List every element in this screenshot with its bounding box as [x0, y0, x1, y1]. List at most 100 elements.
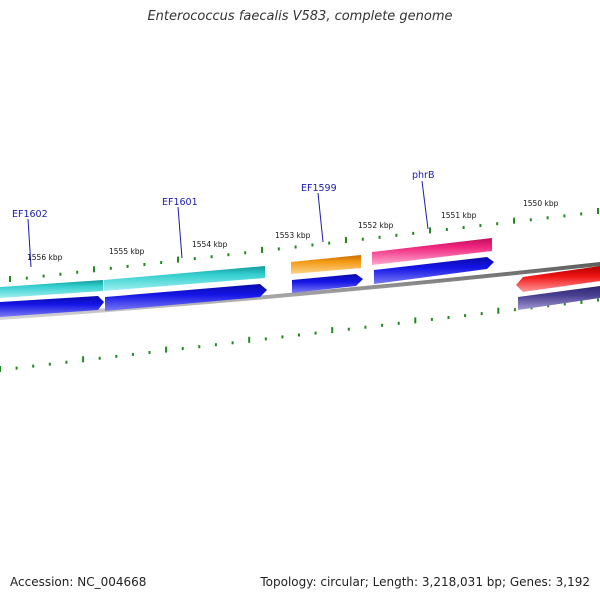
major-tick [9, 276, 11, 282]
minor-tick [361, 237, 364, 241]
minor-tick [314, 331, 317, 335]
minor-tick [513, 308, 516, 312]
tick-label-1550: 1550 kbp [523, 199, 559, 208]
tick-label-1554: 1554 kbp [192, 240, 228, 249]
minor-tick [347, 327, 350, 331]
minor-tick [397, 321, 400, 325]
minor-tick [480, 312, 483, 316]
gene-label-ef1599[interactable]: EF1599 [301, 183, 337, 194]
gene-label-ef1602[interactable]: EF1602 [12, 209, 48, 220]
major-tick [177, 256, 179, 263]
minor-tick [298, 333, 300, 337]
blue-cds-ef1601[interactable] [105, 284, 267, 311]
minor-tick [378, 235, 381, 239]
tick-label-1556: 1556 kbp [27, 253, 63, 262]
minor-tick [15, 366, 18, 370]
minor-tick [210, 255, 213, 259]
minor-tick [546, 216, 549, 220]
minor-tick [148, 351, 151, 354]
minor-tick [109, 266, 112, 270]
major-tick [0, 366, 1, 372]
minor-tick [395, 233, 398, 237]
minor-tick [328, 241, 331, 245]
cyan-feature-ef1602[interactable] [0, 280, 103, 298]
minor-tick [160, 261, 163, 264]
minor-tick [131, 352, 134, 356]
minor-tick [214, 343, 217, 347]
blue-cds-ef1602[interactable] [0, 296, 104, 317]
minor-tick [447, 316, 450, 319]
minor-tick [547, 304, 550, 308]
minor-tick [126, 264, 129, 268]
minor-tick [193, 257, 196, 261]
minor-tick [32, 364, 35, 368]
minor-tick [294, 245, 297, 249]
magenta-feature-phrb[interactable] [372, 238, 492, 265]
orange-feature-ef1599[interactable] [291, 255, 361, 274]
minor-tick [281, 335, 284, 339]
minor-tick [496, 222, 499, 226]
minor-tick [462, 226, 465, 229]
minor-tick [76, 270, 79, 274]
minor-tick [364, 325, 367, 329]
minor-tick [181, 347, 184, 351]
minor-tick [244, 251, 247, 255]
major-tick [513, 217, 515, 224]
minor-tick [464, 314, 467, 318]
purple-cds[interactable] [518, 286, 600, 310]
minor-tick [381, 323, 384, 327]
tick-label-1555: 1555 kbp [109, 247, 145, 256]
major-tick [82, 356, 85, 363]
major-tick [261, 246, 263, 253]
label-leader-lines [27, 180, 429, 268]
red-feature[interactable] [516, 266, 600, 292]
minor-tick [143, 263, 146, 266]
minor-tick [430, 317, 433, 321]
minor-tick [65, 360, 68, 364]
minor-tick [59, 272, 62, 276]
major-tick [248, 336, 251, 343]
minor-tick [264, 337, 267, 341]
minor-tick [25, 276, 28, 280]
minor-tick [198, 345, 201, 349]
gene-label-phrb[interactable]: phrB [412, 170, 434, 181]
minor-tick [277, 247, 280, 251]
minor-tick [42, 274, 45, 278]
minor-tick [479, 224, 482, 228]
minor-tick [563, 214, 566, 218]
minor-tick [48, 362, 51, 366]
major-tick [429, 227, 431, 234]
minor-tick [445, 228, 448, 231]
minor-tick [227, 253, 230, 257]
minor-tick [529, 218, 532, 222]
blue-cds-phrb[interactable] [374, 257, 494, 284]
tick-label-1551: 1551 kbp [441, 211, 477, 220]
gene-labels: EF1602 EF1601 EF1599 phrB [12, 170, 434, 220]
major-tick [597, 208, 599, 214]
minor-tick [311, 243, 314, 247]
minor-tick [597, 298, 599, 302]
minor-tick [98, 356, 101, 360]
cyan-feature-ef1601[interactable] [104, 266, 265, 291]
major-tick [580, 297, 583, 304]
minor-tick [580, 212, 583, 216]
tick-label-1553: 1553 kbp [275, 231, 311, 240]
minor-tick [115, 354, 118, 358]
major-tick [414, 317, 417, 324]
genome-summary-text: Topology: circular; Length: 3,218,031 bp… [260, 575, 590, 589]
major-tick [331, 327, 334, 334]
tick-label-1552: 1552 kbp [358, 221, 394, 230]
tick-labels: 1556 kbp 1555 kbp 1554 kbp 1553 kbp 1552… [27, 199, 559, 262]
minor-tick [231, 341, 234, 345]
major-tick [165, 346, 168, 353]
major-tick [497, 307, 500, 314]
major-tick [93, 266, 95, 273]
minor-tick [563, 302, 566, 306]
gene-label-ef1601[interactable]: EF1601 [162, 197, 198, 208]
minor-tick [412, 231, 415, 235]
major-tick [345, 237, 347, 244]
blue-cds-ef1599[interactable] [292, 274, 363, 293]
feature-track [0, 238, 600, 317]
accession-text: Accession: NC_004668 [10, 575, 147, 589]
